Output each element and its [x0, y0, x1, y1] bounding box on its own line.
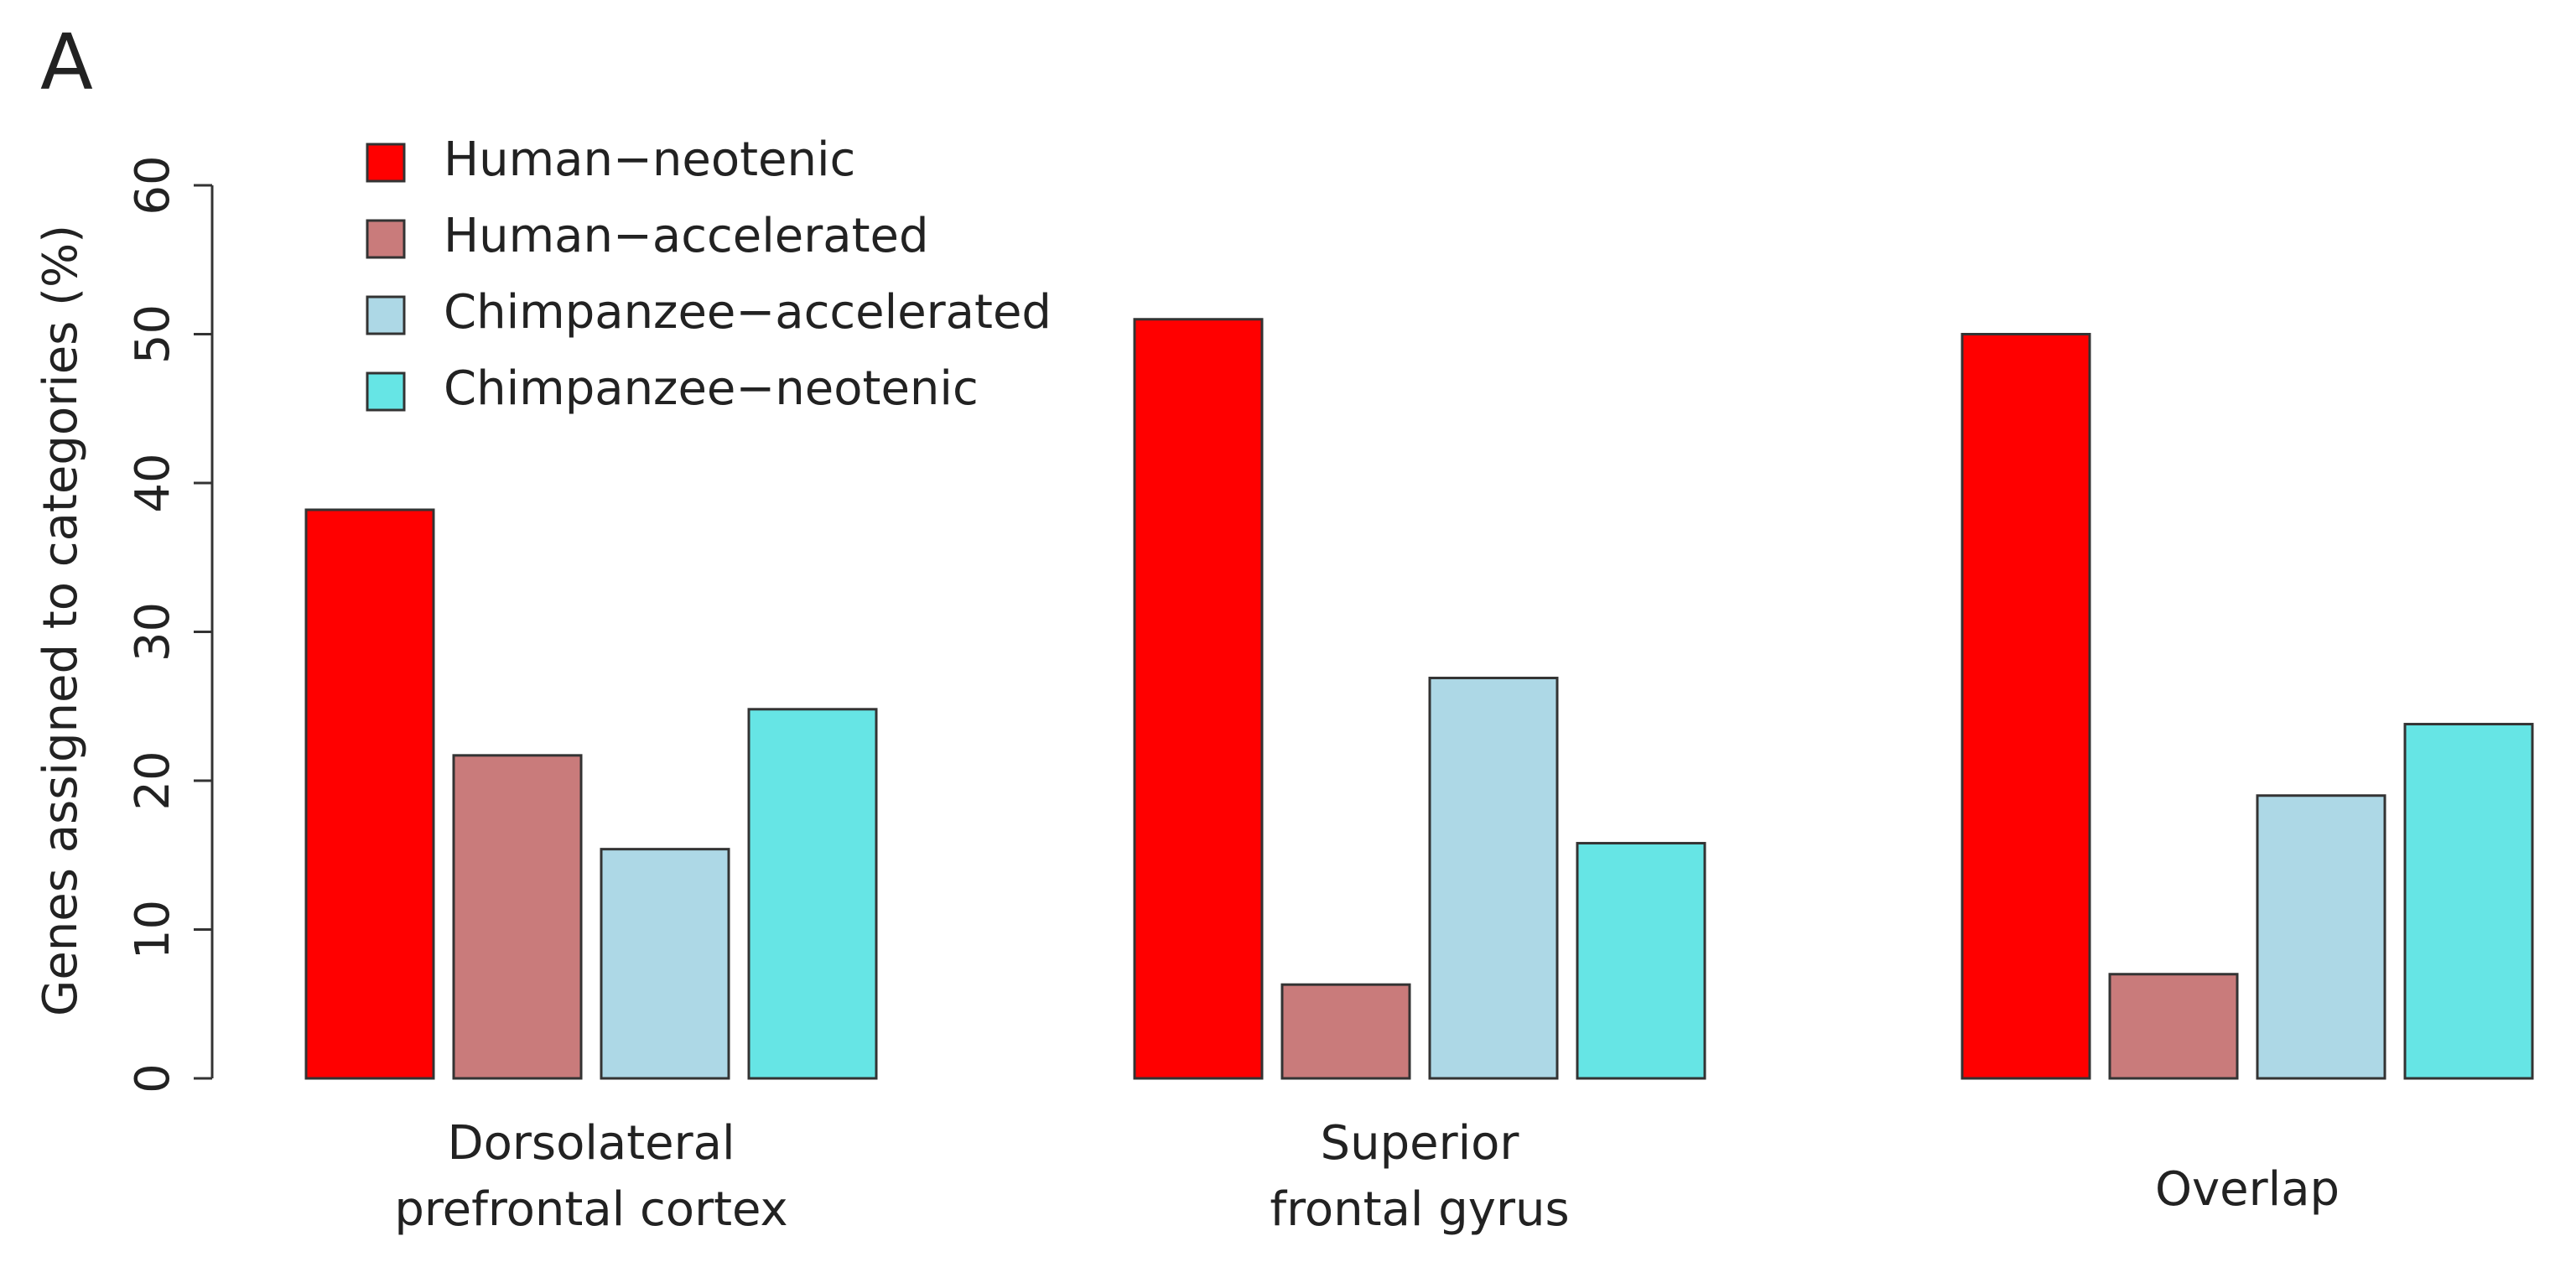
legend-swatch [366, 219, 406, 259]
y-tick-label: 20 [126, 750, 180, 810]
y-tick-label: 30 [126, 602, 180, 662]
x-tick-label: frontal gyrus [1270, 1182, 1569, 1237]
x-tick-label: Overlap [2155, 1162, 2340, 1217]
panel-label: A [40, 17, 93, 106]
y-axis-title: Genes assigned to categories (%) [34, 225, 88, 1016]
bar [1280, 983, 1411, 1080]
bar [1133, 318, 1264, 1080]
legend-label: Human−neotenic [444, 132, 855, 187]
bar [2108, 973, 2239, 1080]
y-tick-label: 40 [126, 453, 180, 512]
legend-label: Chimpanzee−neotenic [444, 361, 979, 416]
legend-swatch [366, 295, 406, 335]
y-tick-label: 10 [126, 900, 180, 959]
x-tick-label: Superior [1321, 1116, 1520, 1171]
legend-label: Human−accelerated [444, 209, 929, 263]
legend-swatch [366, 143, 406, 183]
y-tick-label: 50 [126, 304, 180, 364]
bar [747, 708, 878, 1080]
x-tick-label: Dorsolateral [447, 1116, 735, 1171]
bar [304, 508, 435, 1080]
legend-label: Chimpanzee−accelerated [444, 285, 1052, 340]
bar [452, 754, 583, 1080]
y-tick-label: 60 [126, 155, 180, 215]
x-tick-label: prefrontal cortex [394, 1182, 787, 1237]
y-tick-label: 0 [126, 1063, 180, 1093]
bar [1428, 677, 1559, 1080]
legend-swatch [366, 371, 406, 412]
bar [1576, 842, 1706, 1080]
bar [600, 848, 730, 1080]
bar [1961, 333, 2091, 1080]
bar [2403, 723, 2534, 1080]
bar [2256, 794, 2386, 1080]
